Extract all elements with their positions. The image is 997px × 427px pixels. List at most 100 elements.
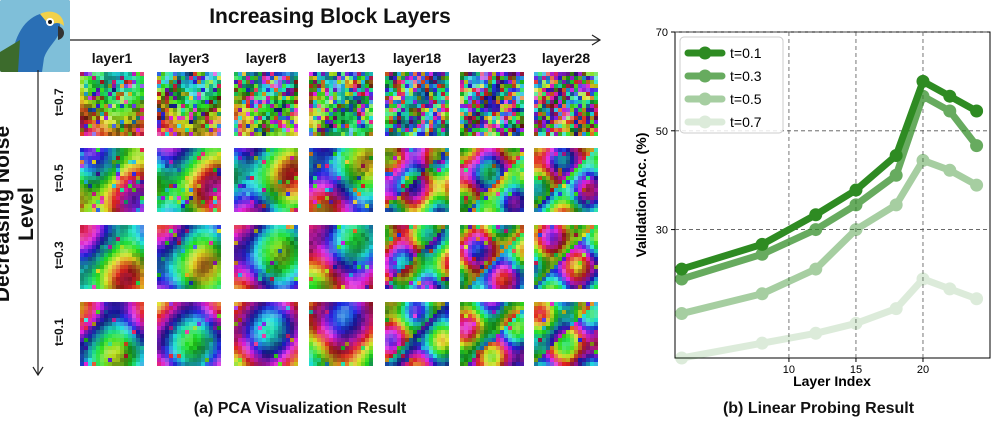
data-point bbox=[849, 316, 863, 330]
data-point bbox=[943, 163, 957, 177]
data-point bbox=[889, 198, 903, 212]
data-point bbox=[809, 223, 823, 237]
layer-label: layer1 bbox=[91, 50, 133, 66]
left-caption: (a) PCA Visualization Result bbox=[193, 400, 407, 417]
noise-level-label: t=0.5 bbox=[52, 164, 66, 192]
legend-box bbox=[679, 36, 784, 134]
legend-label: t=0.7 bbox=[730, 114, 762, 130]
pca-cell bbox=[460, 148, 524, 212]
noise-level-label: t=0.7 bbox=[52, 88, 66, 116]
data-point bbox=[849, 198, 863, 212]
legend-swatch bbox=[684, 46, 726, 60]
legend-marker bbox=[698, 92, 712, 106]
data-point bbox=[943, 104, 957, 118]
pca-cell bbox=[309, 302, 373, 366]
pca-cell bbox=[80, 225, 144, 289]
x-tick-label: 20 bbox=[917, 364, 929, 376]
data-point bbox=[809, 262, 823, 276]
series-line bbox=[678, 275, 981, 362]
data-point bbox=[889, 168, 903, 182]
y-tick-label: 70 bbox=[656, 27, 668, 39]
noise-level-label: t=0.3 bbox=[52, 241, 66, 269]
y-tick-label: 30 bbox=[656, 225, 668, 237]
data-point bbox=[675, 351, 689, 365]
legend-swatch bbox=[684, 115, 726, 129]
top-arrow bbox=[70, 34, 602, 46]
data-point bbox=[849, 223, 863, 237]
legend-label: t=0.1 bbox=[730, 45, 762, 61]
data-point bbox=[943, 89, 957, 103]
pca-cell bbox=[309, 72, 373, 136]
y-axis-label: Validation Acc. (%) bbox=[633, 133, 649, 258]
data-point bbox=[675, 262, 689, 276]
data-point bbox=[970, 178, 984, 192]
top-axis-title: Increasing Block Layers bbox=[209, 5, 451, 28]
legend-marker bbox=[698, 46, 712, 60]
layer-label: layer23 bbox=[467, 50, 517, 66]
y-tick-label: 50 bbox=[656, 126, 668, 138]
data-point bbox=[755, 287, 769, 301]
legend-label: t=0.5 bbox=[730, 91, 762, 107]
data-point bbox=[809, 326, 823, 340]
layer-label: layer3 bbox=[168, 50, 210, 66]
series-t=0.1 bbox=[675, 74, 984, 276]
noise-level-label: t=0.1 bbox=[52, 318, 66, 346]
pca-cell bbox=[157, 302, 221, 366]
pca-cell bbox=[460, 302, 524, 366]
x-axis-label: Layer Index bbox=[793, 373, 871, 389]
data-point bbox=[889, 148, 903, 162]
layer-label: layer8 bbox=[245, 50, 287, 66]
layer-label: layer28 bbox=[541, 50, 591, 66]
pca-cell bbox=[385, 72, 449, 136]
data-point bbox=[809, 208, 823, 222]
pca-cell bbox=[234, 225, 298, 289]
x-tick-label: 15 bbox=[850, 364, 862, 376]
data-point bbox=[943, 282, 957, 296]
data-point bbox=[916, 272, 930, 286]
pca-cell bbox=[234, 302, 298, 366]
data-point bbox=[849, 183, 863, 197]
pca-cell bbox=[534, 72, 598, 136]
data-point bbox=[889, 302, 903, 316]
pca-cell bbox=[309, 148, 373, 212]
data-point bbox=[755, 336, 769, 350]
pca-cell bbox=[234, 72, 298, 136]
data-point bbox=[675, 307, 689, 321]
pca-cell bbox=[234, 148, 298, 212]
legend-swatch bbox=[684, 69, 726, 83]
pca-cell bbox=[157, 72, 221, 136]
pca-cell bbox=[385, 225, 449, 289]
pca-cell bbox=[385, 148, 449, 212]
series-t=0.3 bbox=[675, 89, 984, 286]
data-point bbox=[755, 247, 769, 261]
pca-cell bbox=[385, 302, 449, 366]
pca-cell bbox=[460, 72, 524, 136]
data-point bbox=[755, 237, 769, 251]
pca-cell bbox=[157, 225, 221, 289]
pca-cell bbox=[157, 148, 221, 212]
right-caption: (b) Linear Probing Result bbox=[722, 400, 915, 417]
legend-marker bbox=[698, 69, 712, 83]
series-line bbox=[678, 156, 981, 318]
pca-cell bbox=[80, 72, 144, 136]
data-point bbox=[970, 292, 984, 306]
layer-label: layer13 bbox=[316, 50, 366, 66]
data-point bbox=[916, 153, 930, 167]
layer-label: layer18 bbox=[392, 50, 442, 66]
series-t=0.7 bbox=[675, 272, 984, 365]
data-point bbox=[970, 104, 984, 118]
pca-cell bbox=[309, 225, 373, 289]
legend-swatch bbox=[684, 92, 726, 106]
x-tick-label: 10 bbox=[783, 364, 795, 376]
pca-cell bbox=[534, 302, 598, 366]
data-point bbox=[675, 272, 689, 286]
legend-label: t=0.3 bbox=[730, 68, 762, 84]
pca-cell bbox=[80, 148, 144, 212]
pca-cell bbox=[534, 225, 598, 289]
parrot-image bbox=[0, 0, 70, 72]
legend-marker bbox=[698, 115, 712, 129]
side-arrow bbox=[32, 70, 44, 377]
pca-cell bbox=[80, 302, 144, 366]
pca-cell bbox=[534, 148, 598, 212]
series-t=0.5 bbox=[675, 153, 984, 321]
